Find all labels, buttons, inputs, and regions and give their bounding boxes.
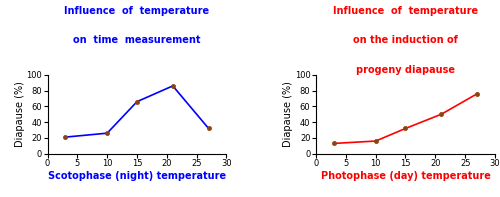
Text: Influence  of  temperature: Influence of temperature: [333, 6, 478, 16]
Title: Influence  of  temperature
on  time  measurement: Influence of temperature on time measure…: [0, 196, 1, 197]
Text: progeny diapause: progeny diapause: [356, 65, 455, 75]
Text: on  time  measurement: on time measurement: [73, 35, 200, 46]
Y-axis label: Diapause (%): Diapause (%): [15, 81, 25, 147]
Title: Influence  of  temperature
on the induction of
progeny diapause: Influence of temperature on the inductio…: [0, 196, 1, 197]
Text: on the induction of: on the induction of: [353, 35, 458, 46]
Y-axis label: Diapause (%): Diapause (%): [284, 81, 294, 147]
X-axis label: Scotophase (night) temperature: Scotophase (night) temperature: [48, 171, 226, 181]
X-axis label: Photophase (day) temperature: Photophase (day) temperature: [320, 171, 490, 181]
Text: Influence  of  temperature: Influence of temperature: [64, 6, 210, 16]
